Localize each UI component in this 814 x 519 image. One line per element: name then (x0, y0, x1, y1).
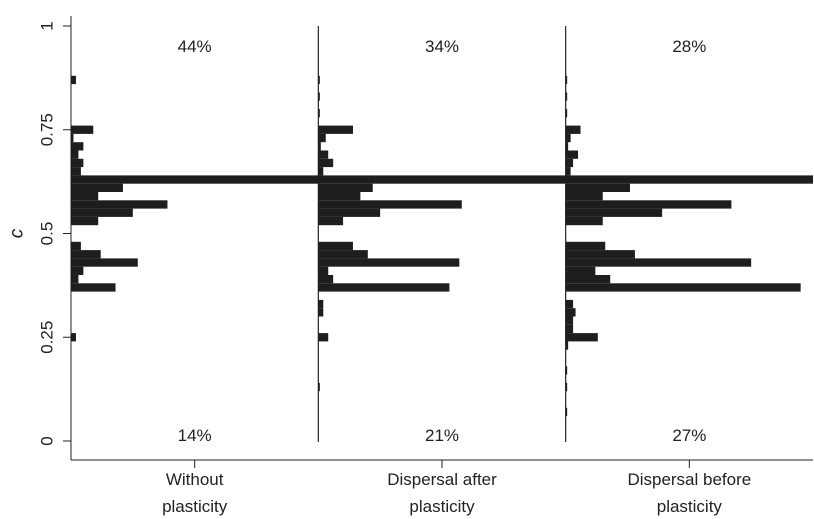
histogram-bar (318, 266, 329, 275)
histogram-bar (71, 133, 74, 143)
histogram-bar (71, 216, 99, 226)
histogram-bar (318, 150, 329, 159)
histogram-bar (565, 299, 574, 309)
histogram-bar (318, 283, 450, 292)
histogram-bar (565, 308, 576, 317)
histogram-bar (565, 125, 581, 134)
panel-label: Without (166, 470, 224, 489)
histogram-bar (565, 183, 630, 192)
histogram-bar (71, 125, 94, 134)
bottom-percent-label: 27% (672, 426, 706, 445)
histogram-bar (318, 125, 353, 134)
panel-label: plasticity (657, 497, 723, 516)
histogram-bar (71, 250, 101, 259)
histogram-bar (318, 175, 566, 184)
y-tick-label: 0.5 (38, 222, 57, 246)
histogram-bar (318, 333, 329, 342)
histogram-bar (71, 208, 133, 217)
histogram-bar (318, 250, 368, 259)
histogram-bar (318, 308, 324, 317)
histogram-bar (71, 142, 84, 151)
histogram-bar (71, 258, 138, 267)
histogram-bar (318, 275, 334, 284)
histogram-bar (71, 266, 84, 275)
y-axis-title: c (7, 228, 28, 238)
histogram-bar (565, 407, 568, 417)
histogram-bar (318, 216, 344, 226)
histogram-bar (318, 158, 334, 168)
histogram-bar (71, 175, 319, 184)
histogram-bar (318, 92, 320, 101)
histogram-bar (565, 241, 606, 251)
y-tick-label: 0.25 (38, 321, 57, 354)
histogram-bar (71, 241, 81, 251)
histogram-bar (565, 324, 574, 334)
histogram-bar (565, 200, 732, 209)
bottom-percent-label: 14% (178, 426, 212, 445)
axes-layer (63, 16, 813, 468)
histogram-bar (318, 382, 320, 392)
histogram-bar (565, 167, 571, 176)
histogram-bar (318, 109, 320, 118)
histogram-bar (318, 75, 320, 85)
histogram-bar (565, 283, 801, 292)
histogram-bar (318, 200, 462, 209)
histogram-bar (318, 133, 326, 143)
top-percent-label: 44% (178, 37, 212, 56)
histogram-bar (318, 208, 381, 217)
top-percent-label: 28% (672, 37, 706, 56)
histogram-bar (565, 258, 752, 267)
labels-layer: 0 0.25 0.5 0.75 1 c 44% 14% Without plasticity 34%… (7, 21, 752, 516)
histogram-bar (565, 333, 598, 342)
histogram-bar (565, 158, 574, 168)
histogram-bar (565, 216, 603, 226)
histogram-bar (565, 208, 663, 217)
histogram-bar (565, 250, 635, 259)
histogram-bar (71, 167, 81, 176)
histogram-bar (318, 299, 324, 309)
panel-label: plasticity (409, 497, 475, 516)
histogram-bar (71, 275, 79, 284)
top-percent-label: 34% (425, 37, 459, 56)
bars-layer (71, 75, 813, 417)
histogram-bar (565, 92, 568, 101)
histogram-bar (565, 366, 568, 375)
histogram-bar (565, 192, 603, 201)
histogram-bar (71, 158, 84, 168)
histogram-bar (318, 241, 353, 251)
histogram-bar (565, 133, 571, 143)
histogram-bar (318, 142, 321, 151)
histogram-bar (71, 333, 76, 342)
y-tick-label: 0.75 (38, 113, 57, 146)
histogram-bar (565, 150, 579, 159)
histogram-bar (71, 192, 99, 201)
panel-label: Dispersal after (387, 470, 497, 489)
histogram-bar (71, 200, 168, 209)
histogram-bar (565, 316, 574, 325)
histogram-bar (565, 341, 569, 350)
histogram-bar (318, 258, 460, 267)
histogram-bar (71, 75, 76, 85)
histogram-bar (565, 266, 596, 275)
y-tick-label: 1 (38, 21, 57, 30)
histogram-bar (565, 75, 568, 85)
histogram-bar (71, 183, 123, 192)
y-tick-label: 0 (38, 436, 57, 445)
histogram-bar (565, 275, 611, 284)
panel-label: plasticity (162, 497, 228, 516)
histogram-bar (565, 142, 569, 151)
histogram-bar (565, 109, 568, 118)
histogram-bar (318, 192, 361, 201)
histogram-bar (71, 150, 79, 159)
histogram-bar (565, 382, 568, 392)
histogram-bar (71, 283, 116, 292)
bottom-percent-label: 21% (425, 426, 459, 445)
histogram-bar (318, 183, 373, 192)
panel-label: Dispersal before (627, 470, 751, 489)
histogram-bar (318, 167, 324, 176)
histogram-bar (565, 175, 813, 184)
